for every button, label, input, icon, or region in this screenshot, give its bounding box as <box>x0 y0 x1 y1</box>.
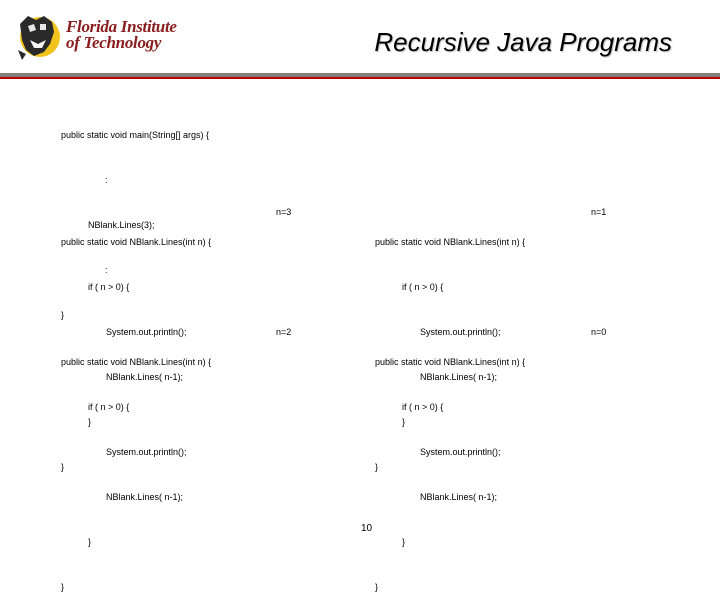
code-line: public static void main(String[] args) { <box>61 130 210 140</box>
code-line: System.out.println(); <box>106 327 187 337</box>
code-line: } <box>375 582 379 592</box>
code-line: NBlank.Lines( n-1); <box>420 372 498 382</box>
code-line: } <box>402 417 406 427</box>
panther-logo-icon <box>18 16 60 60</box>
code-line: } <box>402 537 406 547</box>
logo-line1: Florida Institute <box>66 17 177 36</box>
recursion-frame: public static void NBlank.Lines(int n) {… <box>375 325 525 610</box>
code-line: : <box>105 175 108 185</box>
header-divider <box>0 73 720 77</box>
code-line: NBlank.Lines( n-1); <box>106 492 184 502</box>
code-line: } <box>375 462 379 472</box>
code-line: if ( n > 0) { <box>402 402 444 412</box>
code-line: } <box>61 462 65 472</box>
header-accent-line <box>0 77 720 79</box>
recursion-frame: public static void NBlank.Lines(int n) {… <box>375 205 525 490</box>
code-line: if ( n > 0) { <box>402 282 444 292</box>
code-line: System.out.println(); <box>106 447 187 457</box>
n-value-label: n=2 <box>276 327 292 337</box>
fit-logo: Florida Institute of Technology <box>14 10 184 66</box>
code-line: if ( n > 0) { <box>88 402 130 412</box>
code-line: System.out.println(); <box>420 447 501 457</box>
code-line: if ( n > 0) { <box>88 282 130 292</box>
n-value-label: n=1 <box>591 207 607 217</box>
recursion-frame: public static void NBlank.Lines(int n) {… <box>61 325 211 610</box>
code-line: public static void NBlank.Lines(int n) { <box>375 237 526 247</box>
code-line: public static void NBlank.Lines(int n) { <box>375 357 526 367</box>
code-line: } <box>61 310 65 320</box>
code-line: NBlank.Lines(3); <box>88 220 155 230</box>
code-line: : <box>105 265 108 275</box>
code-line: public static void NBlank.Lines(int n) { <box>61 357 212 367</box>
code-line: } <box>88 417 92 427</box>
main-method-block: public static void main(String[] args) {… <box>61 98 209 338</box>
code-line: public static void NBlank.Lines(int n) { <box>61 237 212 247</box>
code-line: } <box>88 537 92 547</box>
code-line: NBlank.Lines( n-1); <box>106 372 184 382</box>
n-value-label: n=3 <box>276 207 292 217</box>
slide-title: Recursive Java Programs <box>374 27 672 57</box>
code-line: NBlank.Lines( n-1); <box>420 492 498 502</box>
logo-line2: of Technology <box>66 33 162 52</box>
code-line: System.out.println(); <box>420 327 501 337</box>
code-line: } <box>61 582 65 592</box>
n-value-label: n=0 <box>591 327 607 337</box>
recursion-frame: public static void NBlank.Lines(int n) {… <box>61 205 211 490</box>
page-number: 10 <box>361 523 373 534</box>
